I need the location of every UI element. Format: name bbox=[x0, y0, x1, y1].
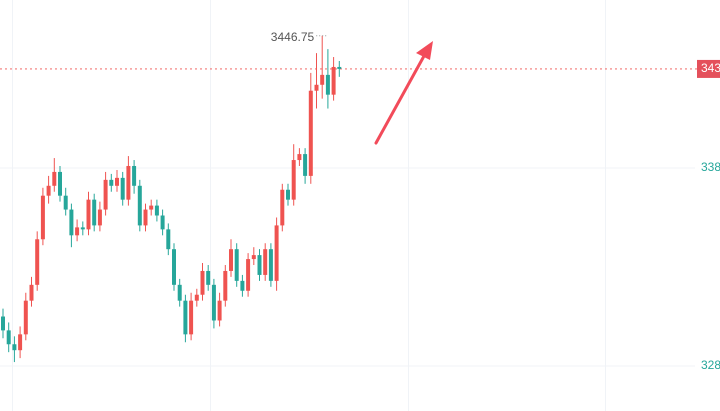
candle-body bbox=[75, 227, 80, 236]
candle-body bbox=[1, 316, 5, 331]
candle-body bbox=[257, 255, 262, 275]
candle-body bbox=[297, 154, 302, 161]
candle-body bbox=[35, 239, 40, 285]
candle-body bbox=[274, 225, 279, 281]
y-tick-label: 3280 bbox=[701, 358, 720, 372]
candle-body bbox=[325, 74, 330, 95]
candle-body bbox=[240, 280, 245, 291]
candle-body bbox=[246, 259, 251, 291]
candle-body bbox=[166, 229, 171, 250]
candle-body bbox=[263, 249, 268, 275]
candle-body bbox=[149, 205, 154, 210]
candle-body bbox=[251, 255, 256, 260]
candle-body bbox=[308, 90, 313, 176]
candle-body bbox=[69, 209, 74, 236]
vertical-grid bbox=[12, 0, 606, 411]
candle-body bbox=[291, 160, 296, 200]
trend-arrow-head bbox=[416, 41, 433, 60]
candle-body bbox=[18, 334, 23, 351]
candle-body bbox=[160, 215, 165, 230]
candle-body bbox=[92, 199, 97, 226]
candle-body bbox=[286, 189, 290, 200]
candle-body bbox=[200, 270, 205, 295]
candle-body bbox=[86, 199, 91, 230]
candle-body bbox=[217, 300, 222, 321]
candle-body bbox=[314, 84, 319, 91]
candle-body bbox=[52, 171, 57, 186]
candle-body bbox=[337, 66, 342, 69]
candle-body bbox=[143, 209, 148, 226]
candle-body bbox=[132, 165, 137, 186]
last-price-box bbox=[697, 59, 720, 78]
candle-body bbox=[23, 300, 28, 335]
candle-body bbox=[109, 179, 114, 186]
candle-body bbox=[6, 330, 11, 345]
candle-body bbox=[177, 284, 182, 301]
candle-body bbox=[58, 171, 62, 196]
candle-body bbox=[206, 270, 211, 285]
y-tick-label: 3380 bbox=[701, 160, 720, 174]
candle-body bbox=[126, 165, 131, 200]
candles bbox=[1, 35, 342, 363]
overlay: 3280 3380 3446.75 3430 bbox=[271, 30, 720, 372]
trend-arrow-shaft bbox=[374, 54, 426, 145]
candle-body bbox=[303, 154, 308, 176]
candle-body bbox=[194, 294, 199, 301]
candle-body bbox=[234, 249, 239, 281]
grid bbox=[0, 68, 697, 367]
candle-body bbox=[12, 344, 17, 351]
candle-body bbox=[211, 284, 216, 321]
candle-body bbox=[29, 284, 34, 301]
candle-body bbox=[229, 249, 233, 271]
candle-body bbox=[63, 195, 68, 210]
candle-body bbox=[97, 209, 102, 226]
candle-body bbox=[268, 249, 273, 281]
candle-body bbox=[40, 195, 45, 240]
candle-body bbox=[120, 177, 125, 200]
candle-body bbox=[189, 300, 194, 335]
last-price-label: 3430 bbox=[701, 61, 720, 75]
candle-body bbox=[331, 66, 336, 95]
candle-body bbox=[115, 177, 119, 186]
candle-body bbox=[320, 74, 325, 85]
candle-body bbox=[137, 185, 142, 226]
candle-body bbox=[172, 249, 176, 285]
high-annotation: 3446.75 bbox=[271, 30, 315, 44]
candle-body bbox=[183, 300, 188, 335]
candle-body bbox=[223, 270, 228, 301]
candle-body bbox=[80, 227, 85, 230]
candle-body bbox=[154, 205, 159, 216]
candle-body bbox=[103, 179, 108, 210]
candle-body bbox=[46, 185, 51, 196]
candle-body bbox=[280, 189, 285, 226]
